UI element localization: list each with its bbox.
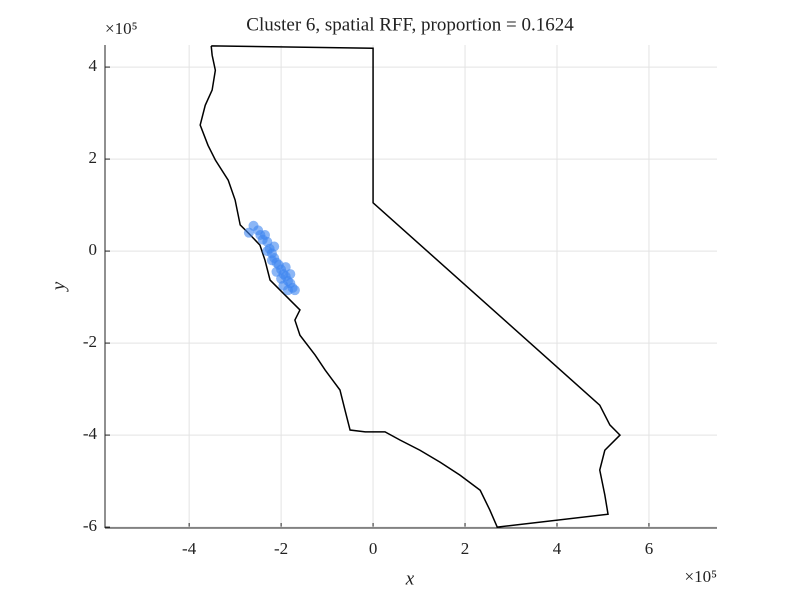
x-multiplier: ×10⁵ — [684, 567, 717, 586]
point — [269, 241, 280, 252]
y-axis-label: y — [48, 281, 69, 292]
y-tick-label: 0 — [89, 240, 98, 259]
y-multiplier: ×10⁵ — [105, 19, 138, 38]
y-tick-label: 2 — [89, 148, 98, 167]
y-tick-label: 4 — [89, 56, 98, 75]
y-tick-label: -4 — [83, 424, 98, 443]
y-tick-label: -6 — [83, 516, 97, 535]
y-tick-label: -2 — [83, 332, 97, 351]
x-tick-label: -2 — [274, 539, 288, 558]
point — [266, 255, 277, 266]
x-tick-label: 6 — [645, 539, 654, 558]
point — [260, 229, 271, 240]
x-tick-label: -4 — [182, 539, 197, 558]
point — [283, 285, 294, 296]
x-tick-label: 4 — [553, 539, 562, 558]
chart-title: Cluster 6, spatial RFF, proportion = 0.1… — [246, 14, 574, 35]
point — [271, 266, 282, 277]
x-tick-label: 0 — [369, 539, 378, 558]
point — [285, 269, 296, 280]
point — [289, 285, 300, 296]
x-axis-label: x — [405, 568, 415, 589]
x-tick-label: 2 — [461, 539, 470, 558]
state-outline — [199, 45, 622, 528]
point — [243, 227, 254, 238]
